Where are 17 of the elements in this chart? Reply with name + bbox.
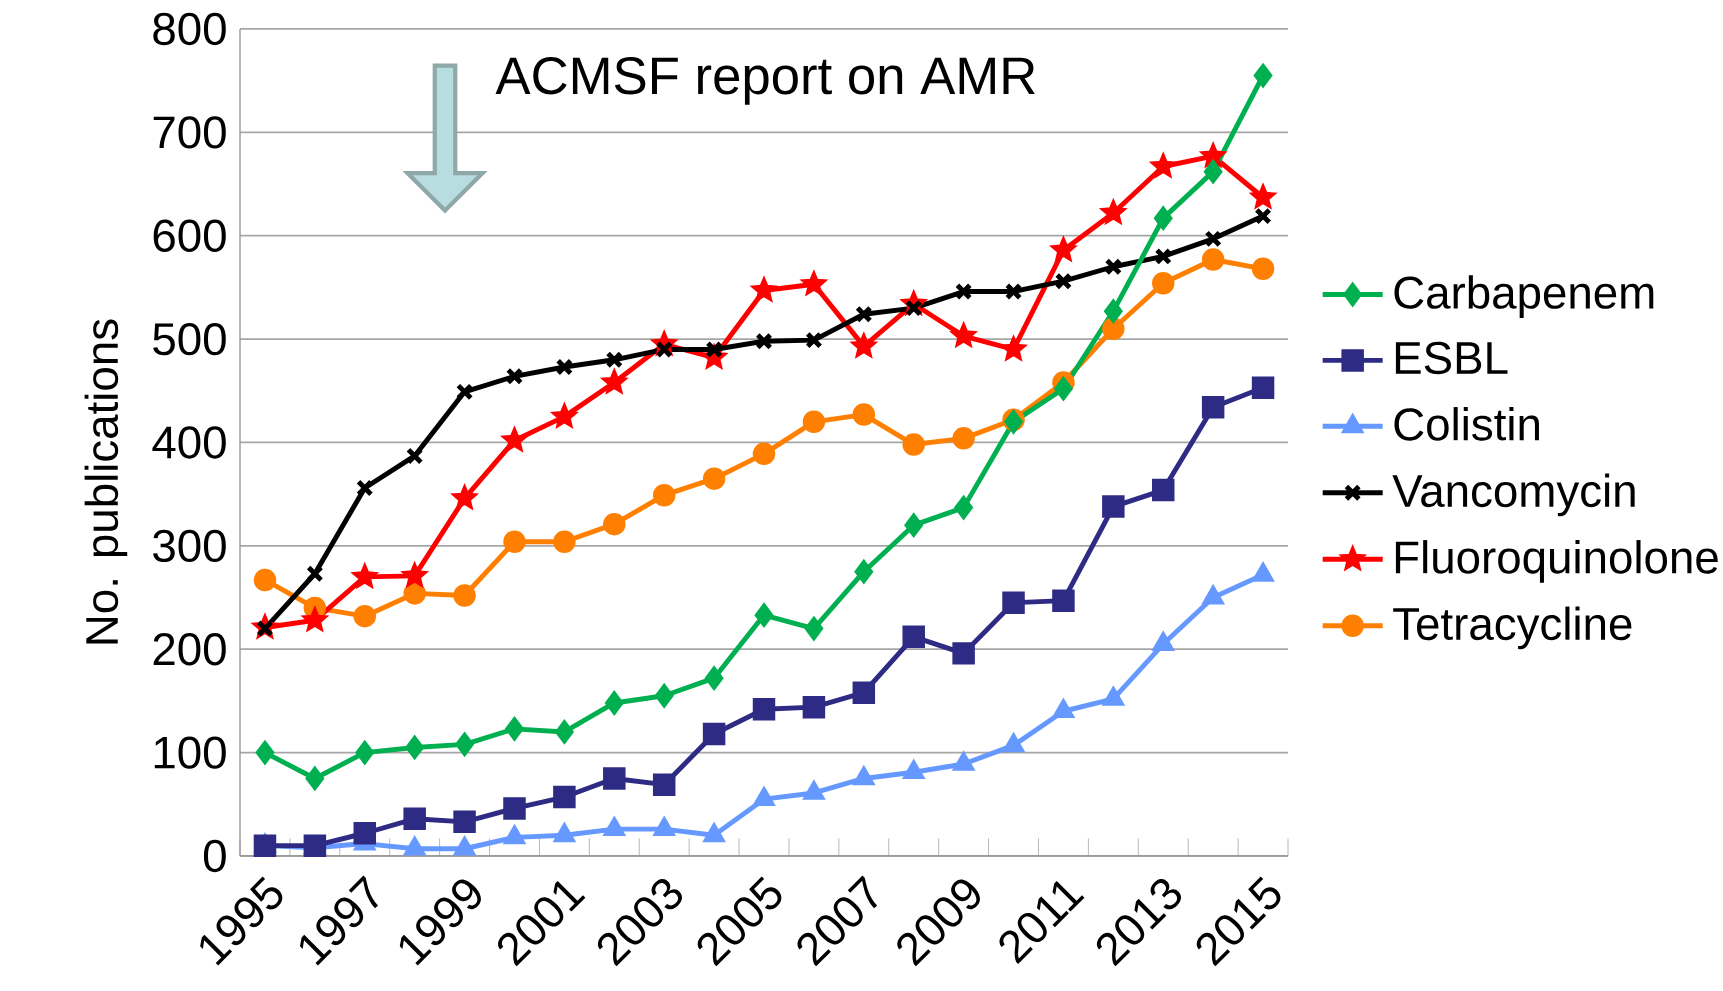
- y-tick-label: 100: [154, 736, 226, 769]
- legend-label: Colistin: [1394, 407, 1539, 441]
- y-tick-label: 200: [153, 633, 226, 666]
- legend-label: Tetracycline: [1393, 606, 1632, 650]
- annotation: ACMSF report on AMR: [495, 57, 1035, 105]
- y-tick-label: 300: [153, 529, 226, 563]
- y-tick-label: 800: [153, 12, 226, 46]
- y-tick-label: 0: [203, 839, 226, 873]
- legend-label: ESBL: [1395, 341, 1508, 375]
- y-tick-label: 700: [153, 116, 226, 149]
- legend-label: Fluoroquinolone: [1395, 540, 1718, 583]
- y-tick-label: 600: [153, 219, 226, 252]
- y-tick-label: 500: [153, 322, 226, 356]
- legend-label: Vancomycin: [1392, 473, 1635, 517]
- y-tick-label: 400: [152, 426, 226, 459]
- y-axis-title: No. publications: [84, 319, 128, 644]
- legend-label: Carbapenem: [1394, 275, 1654, 318]
